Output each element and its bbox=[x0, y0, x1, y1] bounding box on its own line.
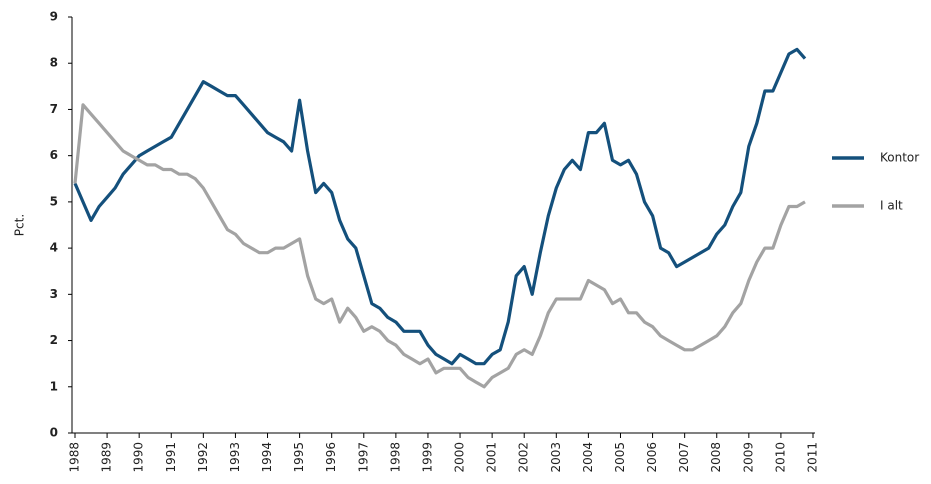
x-tick-label: 2004 bbox=[581, 442, 595, 473]
x-tick-label: 1989 bbox=[100, 442, 114, 473]
series-line bbox=[73, 103, 806, 389]
x-tick-label: 1999 bbox=[420, 442, 434, 473]
y-tick-label: 2 bbox=[50, 333, 58, 347]
x-tick-label: 2009 bbox=[741, 442, 755, 473]
y-tick-label: 7 bbox=[50, 102, 58, 116]
x-tick-label: 2001 bbox=[485, 442, 499, 473]
x-tick-label: 2002 bbox=[517, 442, 531, 473]
y-tick-label: 8 bbox=[50, 56, 58, 70]
x-tick-label: 1993 bbox=[228, 442, 242, 473]
x-tick-label: 1992 bbox=[196, 442, 210, 473]
y-tick-label: 3 bbox=[50, 287, 58, 301]
x-tick-label: 1990 bbox=[132, 442, 146, 473]
x-tick-label: 2000 bbox=[453, 442, 467, 473]
y-tick-label: 4 bbox=[50, 241, 58, 255]
x-tick-label: 2011 bbox=[806, 442, 820, 473]
x-tick-label: 1996 bbox=[324, 442, 338, 473]
y-tick-label: 0 bbox=[50, 426, 58, 440]
x-tick-label: 2006 bbox=[645, 442, 659, 473]
x-tick-label: 1998 bbox=[388, 442, 402, 473]
x-tick-label: 2003 bbox=[549, 442, 563, 473]
y-axis-label: Pct. bbox=[13, 214, 27, 236]
x-tick-label: 1997 bbox=[356, 442, 370, 473]
series-line bbox=[73, 47, 807, 366]
x-tick-label: 1995 bbox=[292, 442, 306, 473]
legend-label: Kontor bbox=[880, 151, 919, 165]
x-tick-label: 1994 bbox=[260, 442, 274, 473]
x-tick-label: 1991 bbox=[164, 442, 178, 473]
y-tick-label: 9 bbox=[50, 10, 58, 24]
x-tick-label: 2007 bbox=[677, 442, 691, 473]
y-tick-label: 1 bbox=[50, 379, 58, 393]
legend-label: I alt bbox=[880, 199, 903, 213]
y-tick-label: 6 bbox=[50, 148, 58, 162]
y-tick-label: 5 bbox=[50, 194, 58, 208]
x-tick-label: 1988 bbox=[68, 442, 82, 473]
x-tick-label: 2005 bbox=[613, 442, 627, 473]
x-tick-label: 2010 bbox=[773, 442, 787, 473]
x-tick-label: 2008 bbox=[709, 442, 723, 473]
